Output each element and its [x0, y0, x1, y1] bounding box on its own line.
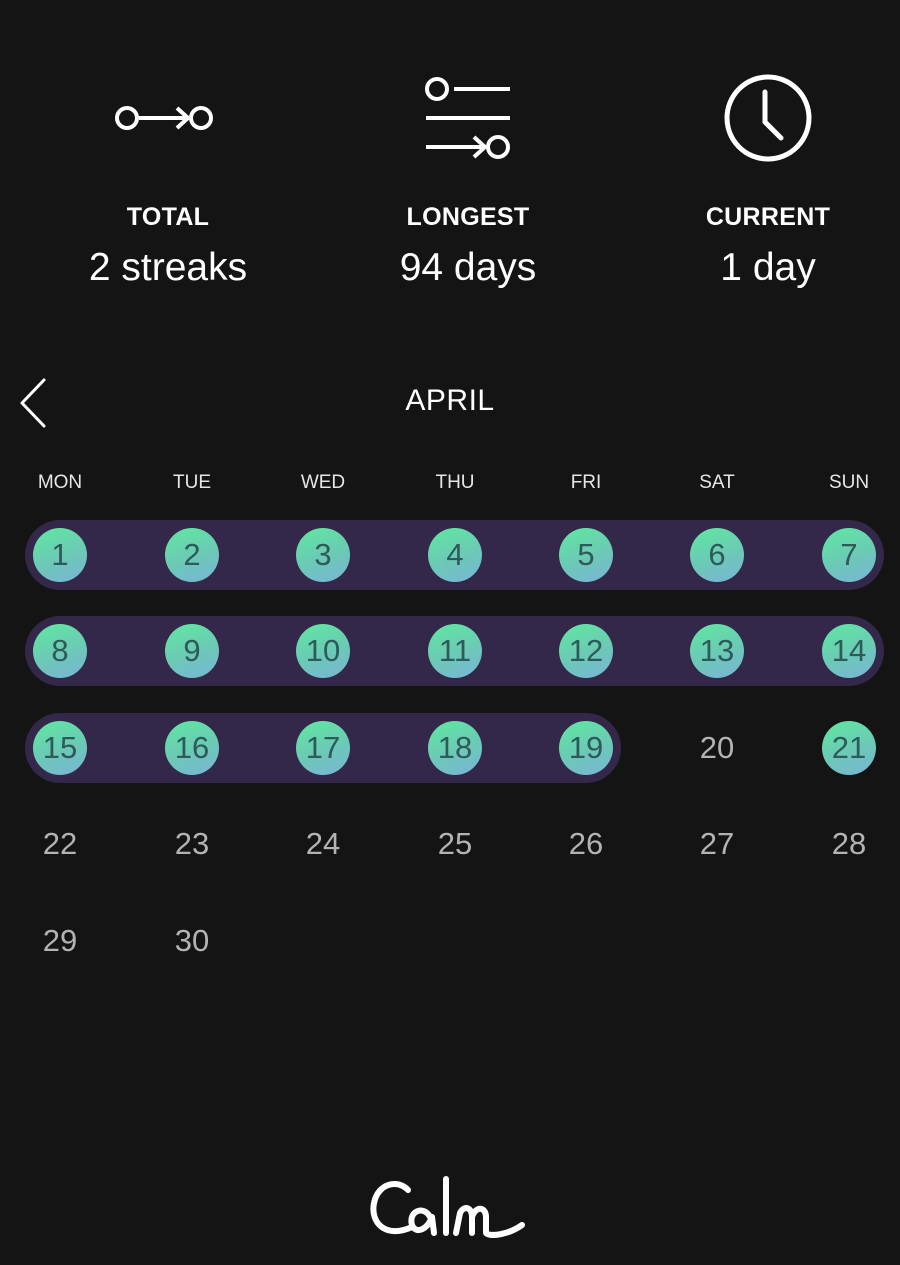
calendar-day-9[interactable]: 9: [165, 624, 219, 678]
calendar-day-13[interactable]: 13: [690, 624, 744, 678]
calendar-day-22[interactable]: 22: [42, 826, 78, 861]
calendar-day-2[interactable]: 2: [165, 528, 219, 582]
stat-longest-label: LONGEST: [406, 203, 530, 231]
calm-logo: [350, 1165, 550, 1255]
weekday-tue: TUE: [173, 472, 211, 493]
calendar-day-12[interactable]: 12: [559, 624, 613, 678]
calendar-day-25[interactable]: 25: [437, 826, 473, 861]
month-title: APRIL: [405, 384, 495, 417]
calendar-day-28[interactable]: 28: [831, 826, 867, 861]
streak-list-icon: [318, 70, 618, 170]
calendar-day-30[interactable]: 30: [174, 923, 210, 958]
stat-current-label: CURRENT: [705, 203, 831, 231]
stat-current-value: 1 day: [720, 246, 816, 289]
stat-longest-value: 94 days: [399, 246, 537, 289]
weekday-sun: SUN: [828, 472, 870, 493]
calendar-day-24[interactable]: 24: [305, 826, 341, 861]
previous-month-button[interactable]: [12, 375, 56, 431]
calendar-day-7[interactable]: 7: [822, 528, 876, 582]
weekday-fri: FRI: [570, 472, 602, 493]
stat-longest: LONGEST 94 days: [318, 70, 618, 310]
calendar-day-26[interactable]: 26: [568, 826, 604, 861]
calendar-day-16[interactable]: 16: [165, 721, 219, 775]
calendar-day-8[interactable]: 8: [33, 624, 87, 678]
calendar-day-6[interactable]: 6: [690, 528, 744, 582]
calendar-day-19[interactable]: 19: [559, 721, 613, 775]
stat-total: TOTAL 2 streaks: [18, 70, 318, 310]
calendar-day-29[interactable]: 29: [42, 923, 78, 958]
calendar-day-1[interactable]: 1: [33, 528, 87, 582]
calendar-day-20[interactable]: 20: [699, 730, 735, 765]
calendar-day-15[interactable]: 15: [33, 721, 87, 775]
weekday-mon: MON: [37, 472, 83, 493]
weekday-thu: THU: [435, 472, 475, 493]
calm-logo-icon: [370, 1176, 525, 1238]
streak-path-icon: [18, 70, 318, 170]
calendar-day-5[interactable]: 5: [559, 528, 613, 582]
calendar-day-21[interactable]: 21: [822, 721, 876, 775]
calendar-day-14[interactable]: 14: [822, 624, 876, 678]
weekday-wed: WED: [300, 472, 346, 493]
calendar-day-23[interactable]: 23: [174, 826, 210, 861]
stat-total-value: 2 streaks: [88, 246, 248, 289]
calendar-day-10[interactable]: 10: [296, 624, 350, 678]
clock-icon: [618, 70, 900, 170]
calendar-day-17[interactable]: 17: [296, 721, 350, 775]
chevron-left-icon: [20, 378, 46, 428]
weekday-sat: SAT: [699, 472, 735, 493]
calendar-day-11[interactable]: 11: [428, 624, 482, 678]
stat-current: CURRENT 1 day: [618, 70, 900, 310]
calendar-day-3[interactable]: 3: [296, 528, 350, 582]
calendar-day-18[interactable]: 18: [428, 721, 482, 775]
stat-total-label: TOTAL: [126, 203, 210, 231]
calendar-day-4[interactable]: 4: [428, 528, 482, 582]
calendar-day-27[interactable]: 27: [699, 826, 735, 861]
